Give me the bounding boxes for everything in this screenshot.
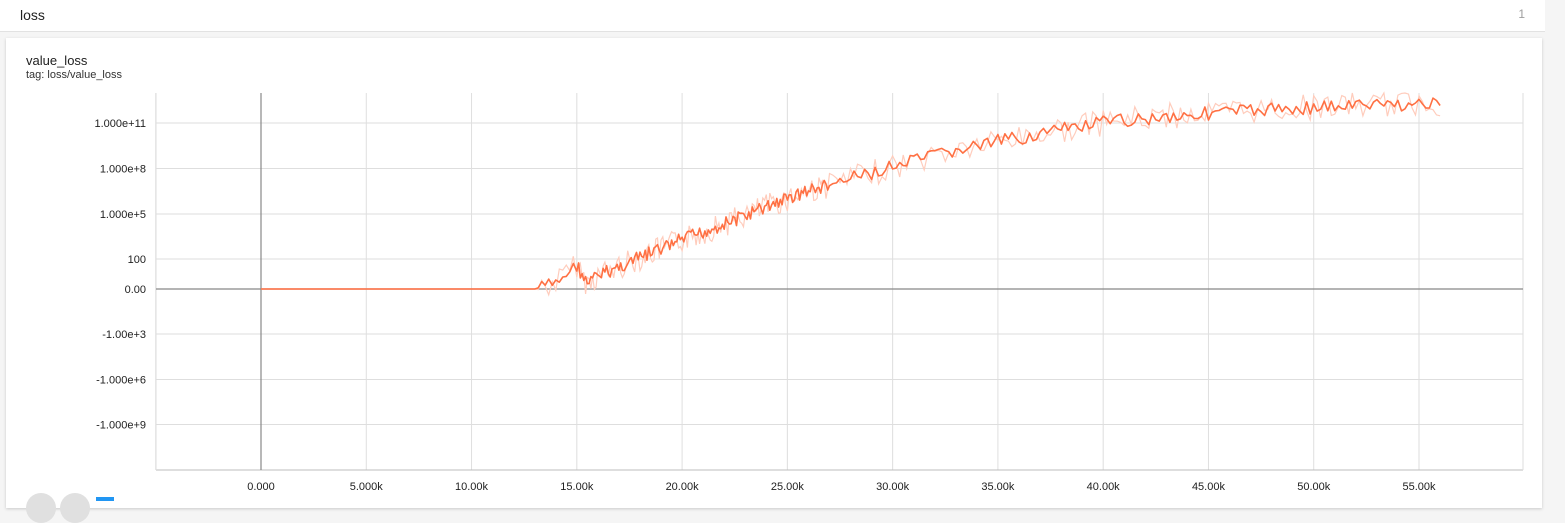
axes [155, 93, 1524, 471]
chart-tag: tag: loss/value_loss [26, 69, 122, 81]
x-tick-label: 25.00k [771, 481, 805, 493]
y-tick-label: -1.000e+6 [96, 375, 146, 387]
x-tick-label: 15.00k [560, 481, 594, 493]
fit-domain-icon[interactable] [26, 493, 56, 523]
series-group [261, 91, 1441, 297]
y-tick-label: -1.000e+9 [96, 420, 146, 432]
y-tick-label: -1.00e+3 [102, 329, 146, 341]
x-tick-label: 55.00k [1402, 481, 1436, 493]
y-tick-label: 1.000e+11 [95, 118, 147, 130]
x-tick-label: 5.000k [350, 481, 384, 493]
chart-card: value_loss tag: loss/value_loss [6, 38, 1542, 508]
line-chart[interactable]: -1.000e+9 -1.000e+6 -1.00e+3 0.00 100 1.000e+… [0, 0, 1565, 501]
y-tick-label: 100 [128, 254, 146, 266]
x-tick-label: 10.00k [455, 481, 489, 493]
group-header[interactable]: loss 1 [0, 0, 1545, 32]
grid-lines [155, 93, 1523, 470]
group-count: 1 [1518, 7, 1525, 21]
x-tick-label: 35.00k [981, 481, 1015, 493]
download-icon[interactable] [60, 493, 90, 523]
x-tick-label: 20.00k [666, 481, 700, 493]
x-tick-label: 45.00k [1192, 481, 1226, 493]
y-tick-label: 1.000e+5 [100, 209, 146, 221]
x-tick-label: 30.00k [876, 481, 910, 493]
y-tick-label: 0.00 [125, 284, 146, 296]
x-tick-label: 50.00k [1297, 481, 1331, 493]
chart-title: value_loss [26, 53, 88, 68]
x-tick-label: 0.000 [247, 481, 275, 493]
x-tick-label: 40.00k [1087, 481, 1121, 493]
series-line[interactable] [261, 97, 1441, 290]
y-tick-label: 1.000e+8 [100, 164, 146, 176]
x-tick-labels: 0.000 5.000k 10.00k 15.00k 20.00k 25.00k 30.00… [247, 481, 1436, 493]
data-selector-icon[interactable] [96, 497, 114, 501]
y-tick-labels: -1.000e+9 -1.000e+6 -1.00e+3 0.00 100 1.000e+… [95, 118, 147, 432]
group-title: loss [20, 7, 45, 23]
